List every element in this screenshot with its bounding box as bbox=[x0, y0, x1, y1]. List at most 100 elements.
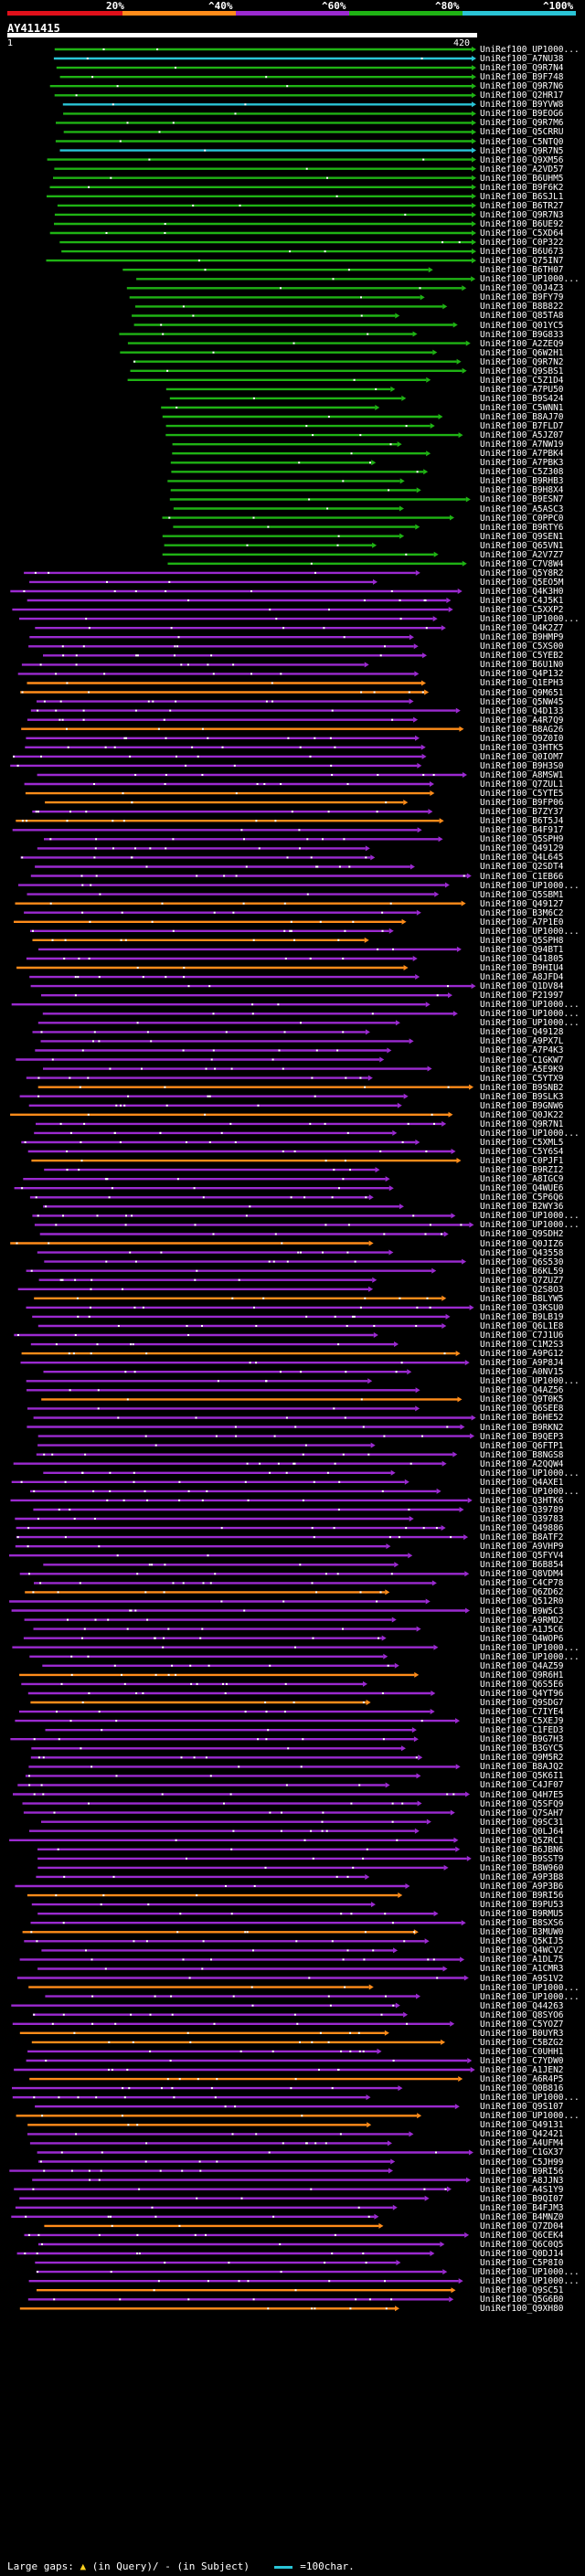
hit-label[interactable]: UniRef100_B9FP06 bbox=[480, 798, 564, 809]
hit-label[interactable]: UniRef100_Q4L645 bbox=[480, 853, 564, 864]
hit-label[interactable]: UniRef100_A7PBK3 bbox=[480, 458, 564, 469]
hit-label[interactable]: UniRef100_B9PU53 bbox=[480, 1900, 564, 1911]
hit-label[interactable]: UniRef100_Q94BT1 bbox=[480, 944, 564, 955]
hit-label[interactable]: UniRef100_Q4AXE1 bbox=[480, 1477, 564, 1488]
hit-label[interactable]: UniRef100_Q9R7N1 bbox=[480, 1118, 564, 1129]
hit-label[interactable]: UniRef100_Q49128 bbox=[480, 1027, 564, 1038]
hit-label[interactable]: UniRef100_Q4P132 bbox=[480, 669, 564, 680]
hit-label[interactable]: UniRef100_Q49886 bbox=[480, 1523, 564, 1534]
hit-label[interactable]: UniRef100_B9SNB2 bbox=[480, 1082, 564, 1093]
hit-label[interactable]: UniRef100_UP1000... bbox=[480, 1651, 580, 1662]
hit-label[interactable]: UniRef100_B9LB19 bbox=[480, 1311, 564, 1322]
hit-label[interactable]: UniRef100_UP1000... bbox=[480, 274, 580, 285]
hit-label[interactable]: UniRef100_B6UE92 bbox=[480, 218, 564, 229]
hit-label[interactable]: UniRef100_Q9SDH2 bbox=[480, 1229, 564, 1240]
hit-label[interactable]: UniRef100_B8LYW5 bbox=[480, 1293, 564, 1304]
hit-label[interactable]: UniRef100_B9EOG6 bbox=[480, 109, 564, 120]
hit-label[interactable]: UniRef100_B8AG26 bbox=[480, 724, 564, 735]
hit-label[interactable]: UniRef100_Q7ZUZ7 bbox=[480, 1275, 564, 1286]
hit-label[interactable]: UniRef100_A9PX7L bbox=[480, 1036, 564, 1047]
hit-label[interactable]: UniRef100_Q4H7E5 bbox=[480, 1789, 564, 1800]
hit-label[interactable]: UniRef100_Q41805 bbox=[480, 953, 564, 964]
hit-label[interactable]: UniRef100_B8AJQ2 bbox=[480, 1762, 564, 1773]
hit-label[interactable]: UniRef100_Q4WOP6 bbox=[480, 1633, 564, 1644]
hit-label[interactable]: UniRef100_C5Z308 bbox=[480, 467, 564, 478]
hit-label[interactable]: UniRef100_A7PBK4 bbox=[480, 449, 564, 460]
hit-label[interactable]: UniRef100_Q9XM56 bbox=[480, 154, 564, 165]
hit-label[interactable]: UniRef100_UP1000... bbox=[480, 1468, 580, 1479]
hit-label[interactable]: UniRef100_Q6CEK4 bbox=[480, 2230, 564, 2241]
hit-label[interactable]: UniRef100_A9P3B8 bbox=[480, 1871, 564, 1882]
hit-label[interactable]: UniRef100_C0UHH1 bbox=[480, 2046, 564, 2057]
hit-label[interactable]: UniRef100_UP1000... bbox=[480, 1128, 580, 1139]
hit-label[interactable]: UniRef100_C5Z1D4 bbox=[480, 375, 564, 386]
hit-label[interactable]: UniRef100_Q01YC5 bbox=[480, 320, 564, 331]
hit-label[interactable]: UniRef100_C5XML5 bbox=[480, 1137, 564, 1148]
hit-label[interactable]: UniRef100_C0PPC0 bbox=[480, 513, 564, 524]
hit-label[interactable]: UniRef100_C5Y6S4 bbox=[480, 1147, 564, 1157]
hit-label[interactable]: UniRef100_A4R7Q9 bbox=[480, 715, 564, 726]
hit-label[interactable]: UniRef100_Q4K2Z7 bbox=[480, 623, 564, 634]
hit-label[interactable]: UniRef100_A9P3B6 bbox=[480, 1882, 564, 1892]
hit-label[interactable]: UniRef100_A7NW19 bbox=[480, 440, 564, 451]
hit-label[interactable]: UniRef100_B8AJ70 bbox=[480, 412, 564, 422]
hit-label[interactable]: UniRef100_C5NTQ0 bbox=[480, 136, 564, 147]
hit-label[interactable]: UniRef100_A8JFD4 bbox=[480, 972, 564, 983]
hit-label[interactable]: UniRef100_Q0J4Z3 bbox=[480, 283, 564, 294]
hit-label[interactable]: UniRef100_UP1000... bbox=[480, 1376, 580, 1387]
hit-label[interactable]: UniRef100_B9F6K2 bbox=[480, 182, 564, 193]
hit-label[interactable]: UniRef100_Q0DJ14 bbox=[480, 2249, 564, 2259]
hit-label[interactable]: UniRef100_Q6W2H1 bbox=[480, 347, 564, 358]
hit-label[interactable]: UniRef100_Q9SBS1 bbox=[480, 366, 564, 376]
hit-label[interactable]: UniRef100_B9SLK3 bbox=[480, 1091, 564, 1102]
hit-label[interactable]: UniRef100_Q4WCV2 bbox=[480, 1945, 564, 1956]
hit-label[interactable]: UniRef100_B9QI07 bbox=[480, 2193, 564, 2204]
hit-label[interactable]: UniRef100_Q1EPH3 bbox=[480, 678, 564, 689]
hit-label[interactable]: UniRef100_B9HMP9 bbox=[480, 632, 564, 643]
hit-label[interactable]: UniRef100_Q7ZUL1 bbox=[480, 779, 564, 790]
hit-label[interactable]: UniRef100_A7PU50 bbox=[480, 384, 564, 395]
hit-label[interactable]: UniRef100_Q9T0K5 bbox=[480, 1394, 564, 1405]
hit-label[interactable]: UniRef100_B9QEP3 bbox=[480, 1431, 564, 1442]
hit-label[interactable]: UniRef100_UP1000... bbox=[480, 2276, 580, 2287]
hit-label[interactable]: UniRef100_Q1DV84 bbox=[480, 981, 564, 992]
hit-label[interactable]: UniRef100_Q75IN7 bbox=[480, 256, 564, 267]
hit-label[interactable]: UniRef100_Q5SBM1 bbox=[480, 889, 564, 900]
hit-label[interactable]: UniRef100_Q6L1E8 bbox=[480, 1320, 564, 1331]
hit-label[interactable]: UniRef100_B9HIU4 bbox=[480, 963, 564, 973]
hit-label[interactable]: UniRef100_B3M6C2 bbox=[480, 907, 564, 918]
hit-label[interactable]: UniRef100_C5XD64 bbox=[480, 228, 564, 239]
hit-label[interactable]: UniRef100_Q5CRRU bbox=[480, 127, 564, 138]
hit-label[interactable]: UniRef100_A7NU38 bbox=[480, 54, 564, 65]
hit-label[interactable]: UniRef100_B8ATF2 bbox=[480, 1532, 564, 1543]
hit-label[interactable]: UniRef100_A9PG12 bbox=[480, 1349, 564, 1360]
hit-label[interactable]: UniRef100_A9S1V2 bbox=[480, 1973, 564, 1984]
hit-label[interactable]: UniRef100_B6U1N0 bbox=[480, 660, 564, 671]
hit-label[interactable]: UniRef100_Q6S5E6 bbox=[480, 1679, 564, 1690]
hit-label[interactable]: UniRef100_B3GYC5 bbox=[480, 1744, 564, 1754]
hit-label[interactable]: UniRef100_C5WNN1 bbox=[480, 402, 564, 413]
hit-label[interactable]: UniRef100_Q39783 bbox=[480, 1514, 564, 1524]
hit-label[interactable]: UniRef100_B9W5C3 bbox=[480, 1606, 564, 1617]
hit-label[interactable]: UniRef100_A5E9K9 bbox=[480, 1064, 564, 1075]
hit-label[interactable]: UniRef100_Q3KSU0 bbox=[480, 1302, 564, 1313]
hit-label[interactable]: UniRef100_B6T5J4 bbox=[480, 816, 564, 827]
hit-label[interactable]: UniRef100_B9FY79 bbox=[480, 292, 564, 303]
hit-label[interactable]: UniRef100_UP1000... bbox=[480, 1018, 580, 1029]
hit-label[interactable]: UniRef100_B9RMU5 bbox=[480, 1909, 564, 1920]
hit-label[interactable]: UniRef100_A8MSW1 bbox=[480, 769, 564, 780]
hit-label[interactable]: UniRef100_B6HE52 bbox=[480, 1413, 564, 1424]
hit-label[interactable]: UniRef100_C5YTE5 bbox=[480, 789, 564, 800]
hit-label[interactable]: UniRef100_C0PJF1 bbox=[480, 1156, 564, 1167]
hit-label[interactable]: UniRef100_A2ZEQ9 bbox=[480, 338, 564, 349]
hit-label[interactable]: UniRef100_Q5ZRC1 bbox=[480, 1835, 564, 1846]
hit-label[interactable]: UniRef100_C5XXP2 bbox=[480, 605, 564, 616]
hit-label[interactable]: UniRef100_Q5G6B0 bbox=[480, 2295, 564, 2306]
hit-label[interactable]: UniRef100_Q49131 bbox=[480, 2120, 564, 2131]
hit-label[interactable]: UniRef100_Q6FTP1 bbox=[480, 1440, 564, 1451]
hit-label[interactable]: UniRef100_C0P322 bbox=[480, 238, 564, 249]
hit-label[interactable]: UniRef100_C1FED3 bbox=[480, 1725, 564, 1736]
hit-label[interactable]: UniRef100_A2V7Z7 bbox=[480, 549, 564, 560]
hit-label[interactable]: UniRef100_Q0JIZ6 bbox=[480, 1238, 564, 1249]
hit-label[interactable]: UniRef100_Q0JK22 bbox=[480, 1109, 564, 1120]
